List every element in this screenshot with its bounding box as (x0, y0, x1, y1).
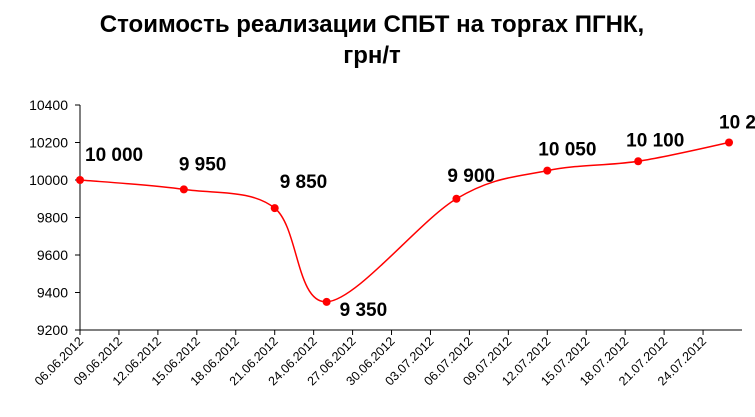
data-label: 9 900 (447, 166, 495, 187)
data-point (76, 176, 84, 184)
plot-area: 10 000 9 950 9 850 9 350 9 900 10 050 10 100 10… (76, 113, 755, 321)
y-tick-label: 9600 (37, 247, 68, 263)
data-point (634, 157, 643, 166)
y-tick-label: 9400 (37, 285, 68, 301)
data-label: 9 850 (280, 172, 328, 193)
data-point (725, 138, 734, 147)
chart-subtitle: грн/т (343, 42, 401, 69)
y-tick-label: 9200 (37, 322, 68, 338)
data-point (179, 185, 188, 194)
y-tick-label: 10400 (29, 97, 68, 113)
data-point (452, 194, 461, 203)
y-tick-label: 10000 (29, 172, 68, 188)
data-label: 9 950 (179, 154, 227, 175)
y-tick-label: 9800 (37, 210, 68, 226)
data-label: 10 050 (538, 140, 596, 161)
data-point (543, 166, 552, 175)
data-label: 10 100 (626, 130, 684, 151)
data-label: 9 350 (340, 300, 388, 321)
chart-title: Стоимость реализации СПБТ на торгах ПГНК… (100, 11, 644, 38)
data-label: 10 000 (85, 145, 143, 166)
y-tick-label: 10200 (29, 135, 68, 151)
series-line (79, 141, 730, 303)
data-label: 10 200 (719, 113, 755, 134)
data-point (322, 297, 331, 306)
data-point (270, 204, 279, 213)
